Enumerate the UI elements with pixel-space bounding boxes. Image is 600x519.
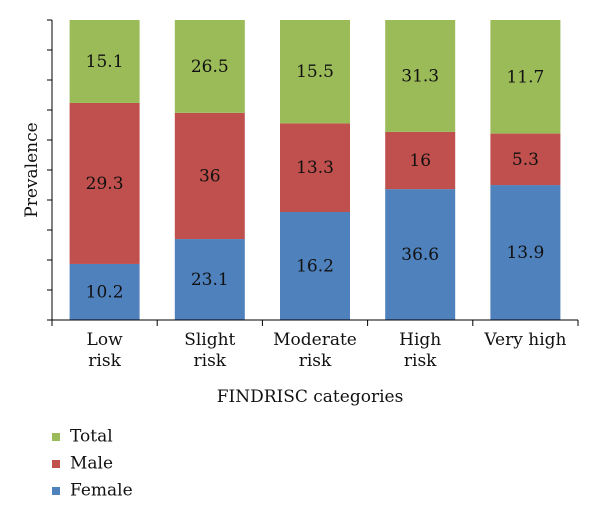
data-label-male-2: 13.3 [296, 158, 334, 178]
data-label-total-2: 15.5 [296, 62, 334, 82]
segment-labels-group: 10.2 29.3 15.1 23.1 36 26.5 16.2 13.3 15.5 36.6 16… [86, 52, 545, 302]
axes-group [47, 19, 579, 326]
data-label-total-1: 26.5 [191, 57, 229, 77]
y-axis-title: Prevalence [22, 122, 42, 217]
data-label-total-4: 11.7 [506, 67, 544, 87]
category-label-line: risk [194, 351, 227, 371]
category-label-2: Moderate risk [273, 330, 357, 371]
bar-segment-total-3 [385, 20, 456, 132]
x-axis-title: FINDRISC categories [217, 387, 404, 407]
legend-label-female: Female [70, 481, 133, 501]
bar-segment-female-2 [280, 212, 350, 320]
legend-swatch-female [52, 487, 60, 495]
bar-segment-male-2 [280, 123, 350, 212]
bar-segment-female-4 [490, 185, 561, 320]
data-label-male-0: 29.3 [86, 174, 124, 194]
data-label-female-4: 13.9 [506, 243, 544, 263]
data-label-male-1: 36 [199, 166, 221, 186]
data-label-female-3: 36.6 [401, 245, 439, 265]
data-label-male-3: 16 [409, 151, 431, 171]
category-label-line: Very high [483, 330, 566, 350]
category-label-line: High [399, 330, 441, 350]
bar-segment-total-4 [490, 20, 561, 134]
legend-label-male: Male [70, 454, 113, 474]
bar-segment-male-3 [385, 131, 456, 190]
category-label-line: Slight [184, 330, 235, 350]
category-label-0: Low risk [87, 330, 124, 371]
category-label-4: Very high [483, 330, 566, 350]
bar-segment-total-2 [280, 20, 350, 124]
data-label-male-4: 5.3 [512, 150, 539, 170]
bar-segment-female-1 [174, 239, 245, 320]
bar-segment-female-0 [69, 263, 140, 320]
data-label-total-0: 15.1 [86, 52, 124, 72]
data-label-total-3: 31.3 [401, 66, 439, 86]
bar-segment-total-0 [69, 20, 140, 103]
category-label-1: Slight risk [184, 330, 235, 371]
bar-segment-male-1 [174, 112, 245, 240]
category-label-line: Moderate [273, 330, 357, 350]
category-label-3: High risk [399, 330, 441, 371]
bar-segment-total-1 [174, 20, 245, 113]
bar-segment-female-3 [385, 189, 456, 320]
legend: Total Male Female [52, 427, 133, 501]
legend-label-total: Total [70, 427, 113, 447]
bar-segment-male-4 [490, 133, 561, 186]
category-label-line: risk [299, 351, 332, 371]
category-label-line: Low [87, 330, 124, 350]
legend-swatch-total [52, 433, 60, 441]
data-label-female-0: 10.2 [86, 282, 124, 302]
bar-segment-male-0 [69, 102, 140, 264]
bars-group [69, 20, 561, 320]
data-label-female-1: 23.1 [191, 270, 229, 290]
category-label-line: risk [88, 351, 121, 371]
data-label-female-2: 16.2 [296, 257, 334, 277]
category-label-line: risk [404, 351, 437, 371]
legend-swatch-male [52, 460, 60, 468]
